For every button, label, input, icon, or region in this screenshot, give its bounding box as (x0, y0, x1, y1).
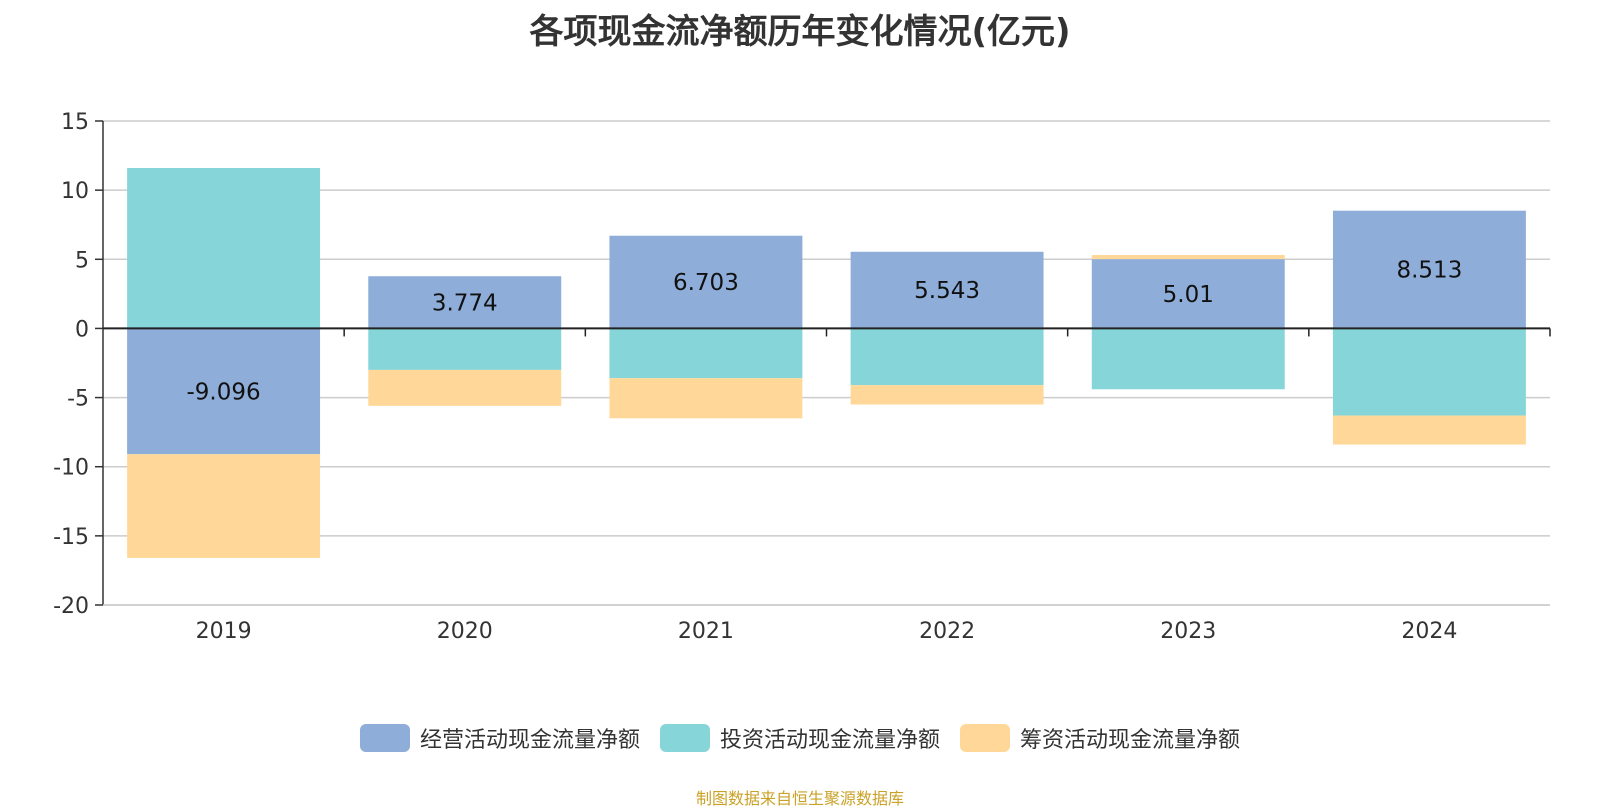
bar-2021-series-2 (609, 378, 803, 419)
bar-2022-series-0 (850, 251, 1044, 329)
bar-2019-series-0 (127, 328, 321, 455)
legend-label-financing: 筹资活动现金流量净额 (1020, 728, 1241, 753)
legend-label-investing: 投资活动现金流量净额 (719, 728, 940, 753)
legend: 经营活动现金流量净额 投资活动现金流量净额 筹资活动现金流量净额 (0, 722, 1600, 754)
data-label-2020: 3.774 (432, 290, 498, 316)
bar-2020-series-2 (368, 369, 562, 406)
legend-swatch-operating (359, 724, 410, 752)
bar-2019-series-2 (127, 454, 321, 558)
data-label-2023: 5.01 (1163, 282, 1214, 308)
y-tick-label: 10 (61, 179, 89, 204)
x-tick-label-2023: 2023 (1160, 619, 1216, 644)
bar-2023-series-1 (1091, 328, 1285, 390)
bars (127, 168, 1526, 558)
legend-swatch-financing (960, 724, 1010, 752)
chart-title: 各项现金流净额历年变化情况(亿元) (529, 12, 1071, 52)
x-tick-label-2021: 2021 (678, 619, 734, 644)
x-tick-label-2020: 2020 (437, 619, 493, 644)
y-tick-label: 15 (61, 110, 89, 135)
bar-2023-series-0 (1091, 259, 1285, 329)
bar-2021-series-0 (609, 235, 803, 329)
y-tick-label: 0 (75, 317, 89, 342)
data-labels: -9.096 3.774 6.703 5.543 5.01 8.513 (187, 258, 1463, 406)
data-label-2022: 5.543 (914, 278, 980, 304)
bar-2021-series-1 (609, 328, 803, 379)
legend-item-investing[interactable]: 投资活动现金流量净额 (659, 722, 940, 754)
y-tick-label: -5 (67, 387, 89, 412)
y-tick-label: -20 (53, 594, 89, 619)
x-tick-label-2022: 2022 (919, 619, 975, 644)
y-tick-label: 5 (75, 248, 89, 273)
bar-2024-series-2 (1332, 415, 1526, 445)
bar-2022-series-2 (850, 385, 1044, 405)
x-tick-label-2019: 2019 (196, 619, 252, 644)
axes: 15 10 5 0 -5 -10 -15 -20 2019 2020 2021 2022 2023 202… (53, 110, 1551, 644)
legend-swatch-investing (659, 724, 710, 752)
bar-2024-series-0 (1332, 210, 1526, 329)
y-tick-label: -10 (53, 456, 89, 481)
data-label-2021: 6.703 (673, 270, 739, 296)
bar-2023-series-2 (1091, 254, 1285, 260)
bar-2019-series-1 (127, 168, 321, 329)
data-label-2019: -9.096 (187, 379, 261, 405)
bar-2024-series-1 (1332, 328, 1526, 416)
bar-2020-series-1 (368, 328, 562, 370)
x-tick-label-2024: 2024 (1401, 619, 1457, 644)
bar-2022-series-1 (850, 328, 1044, 386)
legend-item-financing[interactable]: 筹资活动现金流量净额 (960, 722, 1240, 754)
legend-item-operating[interactable]: 经营活动现金流量净额 (359, 722, 640, 754)
y-tick-label: -15 (53, 525, 89, 550)
legend-label-operating: 经营活动现金流量净额 (419, 728, 640, 753)
source-note: 制图数据来自恒生聚源数据库 (695, 789, 904, 808)
bar-2020-series-0 (368, 276, 562, 329)
data-label-2024: 8.513 (1396, 258, 1462, 284)
